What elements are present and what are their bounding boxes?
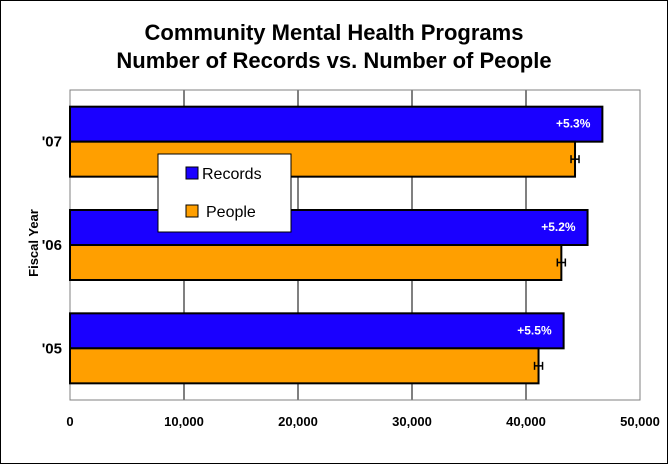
data-label: +5.2% (541, 220, 576, 234)
bar-people (69, 140, 577, 178)
x-tick-label: 0 (66, 414, 73, 429)
x-tick-label: 20,000 (278, 414, 318, 429)
x-tick-label: 50,000 (620, 414, 660, 429)
legend-swatch-records (185, 166, 199, 180)
chart-subtitle: Number of Records vs. Number of People (116, 48, 552, 73)
legend-label-records: Records (202, 166, 262, 183)
x-tick-label: 40,000 (506, 414, 546, 429)
category-label: '06 (42, 237, 62, 254)
bar-records (69, 209, 589, 246)
bar-records (69, 312, 565, 350)
y-axis-title: Fiscal Year (26, 209, 41, 277)
x-tick-label: 10,000 (164, 414, 204, 429)
data-label: +5.5% (517, 323, 552, 337)
category-label: '05 (42, 340, 62, 357)
legend-label-people: People (206, 204, 256, 221)
chart-title: Community Mental Health Programs (144, 20, 524, 45)
data-label: +5.3% (556, 117, 591, 131)
category-label: '07 (42, 134, 62, 151)
bar-people (69, 244, 563, 281)
x-tick-label: 30,000 (392, 414, 432, 429)
bar-people (69, 347, 540, 385)
legend-swatch-people (185, 204, 199, 218)
bar-records (69, 105, 604, 143)
legend-box (157, 153, 292, 233)
